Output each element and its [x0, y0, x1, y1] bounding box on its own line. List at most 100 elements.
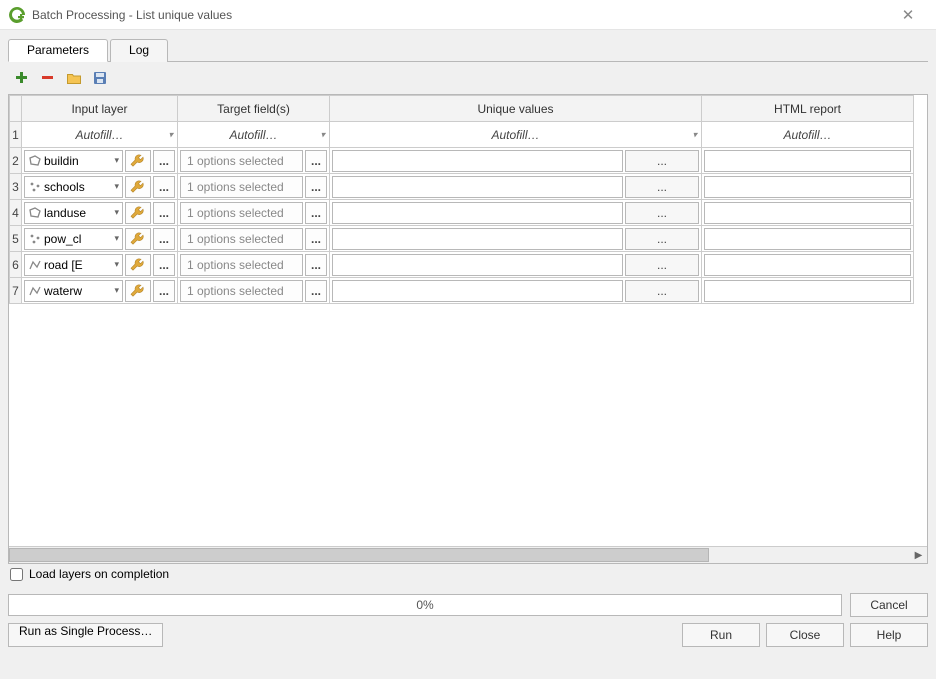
- batch-table-container: Input layer Target field(s) Unique value…: [8, 94, 928, 564]
- input-layer-combo[interactable]: road [E▾: [24, 254, 123, 276]
- chevron-down-icon: ▾: [114, 181, 119, 192]
- table-row: 6road [E▾...1 options selected......: [10, 252, 914, 278]
- unique-values-browse-button[interactable]: ...: [625, 228, 699, 250]
- layer-name: buildin: [42, 154, 114, 168]
- input-layer-combo[interactable]: pow_cl▾: [24, 228, 123, 250]
- unique-values-input[interactable]: [332, 254, 623, 276]
- layer-name: pow_cl: [42, 232, 114, 246]
- target-fields-select[interactable]: 1 options selected: [180, 228, 303, 250]
- row-number: 7: [10, 278, 22, 304]
- autofill-input-layer[interactable]: Autofill…▾: [22, 128, 177, 142]
- input-layer-combo[interactable]: landuse▾: [24, 202, 123, 224]
- load-layers-checkbox[interactable]: [10, 568, 23, 581]
- remove-row-icon[interactable]: [38, 68, 58, 88]
- save-icon[interactable]: [90, 68, 110, 88]
- input-layer-combo[interactable]: buildin▾: [24, 150, 123, 172]
- iterate-button[interactable]: [125, 280, 151, 302]
- table-row: 7waterw▾...1 options selected......: [10, 278, 914, 304]
- input-layer-combo[interactable]: waterw▾: [24, 280, 123, 302]
- chevron-down-icon: ▾: [320, 129, 325, 140]
- window-title: Batch Processing - List unique values: [32, 8, 888, 22]
- row-number: 6: [10, 252, 22, 278]
- unique-values-input[interactable]: [332, 150, 623, 172]
- row-number: 1: [10, 122, 22, 148]
- progress-row: 0% Cancel: [8, 593, 928, 617]
- open-icon[interactable]: [64, 68, 84, 88]
- scrollbar-thumb[interactable]: [9, 548, 709, 562]
- table-row: 5pow_cl▾...1 options selected......: [10, 226, 914, 252]
- fields-browse-button[interactable]: ...: [305, 176, 327, 198]
- layer-type-icon: [28, 284, 42, 298]
- row-number: 5: [10, 226, 22, 252]
- browse-button[interactable]: ...: [153, 228, 175, 250]
- iterate-button[interactable]: [125, 254, 151, 276]
- fields-browse-button[interactable]: ...: [305, 254, 327, 276]
- browse-button[interactable]: ...: [153, 202, 175, 224]
- unique-values-input[interactable]: [332, 280, 623, 302]
- chevron-down-icon: ▾: [168, 129, 173, 140]
- chevron-down-icon: ▾: [114, 259, 119, 270]
- row-number: 2: [10, 148, 22, 174]
- html-report-input[interactable]: [704, 254, 911, 276]
- layer-type-icon: [28, 206, 42, 220]
- help-button[interactable]: Help: [850, 623, 928, 647]
- title-bar: Batch Processing - List unique values ✕: [0, 0, 936, 30]
- table-row: 3schools▾...1 options selected......: [10, 174, 914, 200]
- autofill-unique-values[interactable]: Autofill…▾: [330, 128, 701, 142]
- header-html-report[interactable]: HTML report: [702, 96, 914, 122]
- autofill-target-fields[interactable]: Autofill…▾: [178, 128, 329, 142]
- target-fields-select[interactable]: 1 options selected: [180, 176, 303, 198]
- header-target-fields[interactable]: Target field(s): [178, 96, 330, 122]
- unique-values-input[interactable]: [332, 176, 623, 198]
- layer-name: landuse: [42, 206, 114, 220]
- browse-button[interactable]: ...: [153, 150, 175, 172]
- unique-values-input[interactable]: [332, 228, 623, 250]
- header-input-layer[interactable]: Input layer: [22, 96, 178, 122]
- fields-browse-button[interactable]: ...: [305, 228, 327, 250]
- target-fields-select[interactable]: 1 options selected: [180, 202, 303, 224]
- add-row-icon[interactable]: [12, 68, 32, 88]
- html-report-input[interactable]: [704, 280, 911, 302]
- autofill-html-report[interactable]: Autofill…: [702, 128, 913, 142]
- scroll-right-icon[interactable]: ▶: [910, 547, 927, 564]
- cancel-button[interactable]: Cancel: [850, 593, 928, 617]
- horizontal-scrollbar[interactable]: ▶: [9, 546, 927, 563]
- iterate-button[interactable]: [125, 202, 151, 224]
- unique-values-browse-button[interactable]: ...: [625, 280, 699, 302]
- target-fields-select[interactable]: 1 options selected: [180, 254, 303, 276]
- qgis-icon: [8, 6, 26, 24]
- unique-values-browse-button[interactable]: ...: [625, 176, 699, 198]
- target-fields-select[interactable]: 1 options selected: [180, 150, 303, 172]
- html-report-input[interactable]: [704, 202, 911, 224]
- layer-type-icon: [28, 258, 42, 272]
- fields-browse-button[interactable]: ...: [305, 150, 327, 172]
- header-unique-values[interactable]: Unique values: [330, 96, 702, 122]
- unique-values-browse-button[interactable]: ...: [625, 254, 699, 276]
- close-button[interactable]: Close: [766, 623, 844, 647]
- run-button[interactable]: Run: [682, 623, 760, 647]
- run-single-button[interactable]: Run as Single Process…: [8, 623, 163, 647]
- unique-values-browse-button[interactable]: ...: [625, 150, 699, 172]
- iterate-button[interactable]: [125, 150, 151, 172]
- html-report-input[interactable]: [704, 228, 911, 250]
- iterate-button[interactable]: [125, 176, 151, 198]
- unique-values-input[interactable]: [332, 202, 623, 224]
- tab-parameters[interactable]: Parameters: [8, 39, 108, 62]
- tab-log[interactable]: Log: [110, 39, 168, 62]
- input-layer-combo[interactable]: schools▾: [24, 176, 123, 198]
- target-fields-select[interactable]: 1 options selected: [180, 280, 303, 302]
- close-icon[interactable]: ✕: [888, 6, 928, 24]
- unique-values-browse-button[interactable]: ...: [625, 202, 699, 224]
- footer-bar: Run as Single Process… Run Close Help: [8, 621, 928, 655]
- chevron-down-icon: ▾: [114, 285, 119, 296]
- browse-button[interactable]: ...: [153, 254, 175, 276]
- fields-browse-button[interactable]: ...: [305, 280, 327, 302]
- table-row: 4landuse▾...1 options selected......: [10, 200, 914, 226]
- html-report-input[interactable]: [704, 150, 911, 172]
- html-report-input[interactable]: [704, 176, 911, 198]
- fields-browse-button[interactable]: ...: [305, 202, 327, 224]
- table-row: 2buildin▾...1 options selected......: [10, 148, 914, 174]
- browse-button[interactable]: ...: [153, 280, 175, 302]
- iterate-button[interactable]: [125, 228, 151, 250]
- browse-button[interactable]: ...: [153, 176, 175, 198]
